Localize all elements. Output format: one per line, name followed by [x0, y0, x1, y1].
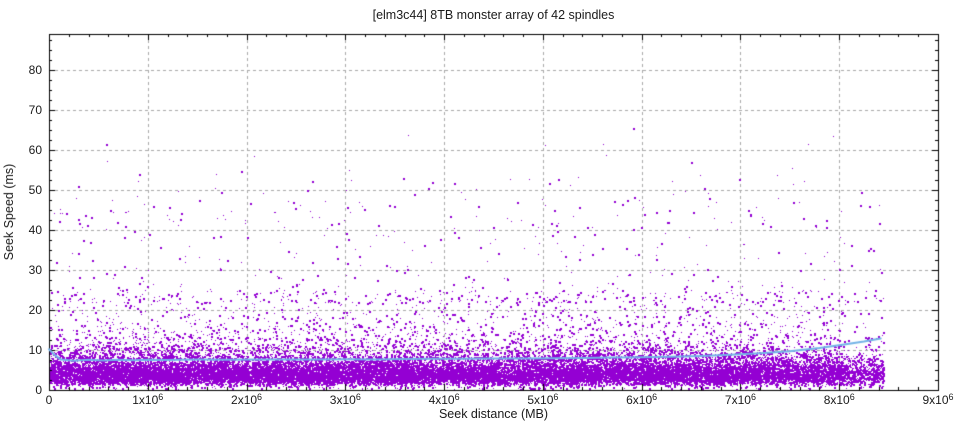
x-tick-label: 6x106 — [626, 392, 658, 407]
x-tick-label: 7x106 — [724, 392, 756, 407]
y-tick-label: 50 — [28, 183, 42, 197]
y-tick-label: 10 — [28, 343, 42, 357]
x-tick-label: 4x106 — [428, 392, 460, 407]
y-tick-label: 70 — [28, 103, 42, 117]
y-tick-label: 60 — [28, 143, 42, 157]
x-tick-exponent: 6 — [257, 392, 263, 402]
x-tick-exponent: 6 — [454, 392, 460, 402]
x-tick-exponent: 6 — [355, 392, 361, 402]
x-tick-label: 5x106 — [527, 392, 559, 407]
chart-title: [elm3c44] 8TB monster array of 42 spindl… — [372, 8, 615, 22]
x-tick-label: 8x106 — [823, 392, 855, 407]
x-tick-exponent: 6 — [158, 392, 164, 402]
x-tick-label: 0 — [45, 393, 53, 407]
x-tick-label: 9x106 — [922, 392, 954, 407]
y-tick-label: 40 — [28, 223, 42, 237]
y-tick-label: 20 — [28, 303, 42, 317]
x-tick-exponent: 6 — [652, 392, 658, 402]
y-tick-label: 80 — [28, 63, 42, 77]
x-tick-exponent: 6 — [553, 392, 559, 402]
x-tick-label: 1x106 — [132, 392, 164, 407]
x-tick-exponent: 6 — [948, 392, 954, 402]
x-tick-exponent: 6 — [750, 392, 756, 402]
x-axis-label: Seek distance (MB) — [438, 407, 549, 421]
x-tick-exponent: 6 — [849, 392, 855, 402]
x-tick-label: 3x106 — [329, 392, 361, 407]
y-axis-label: Seek Speed (ms) — [2, 163, 16, 261]
x-tick-label: 2x106 — [231, 392, 263, 407]
y-tick-label: 0 — [35, 383, 42, 397]
y-tick-label: 30 — [28, 263, 42, 277]
